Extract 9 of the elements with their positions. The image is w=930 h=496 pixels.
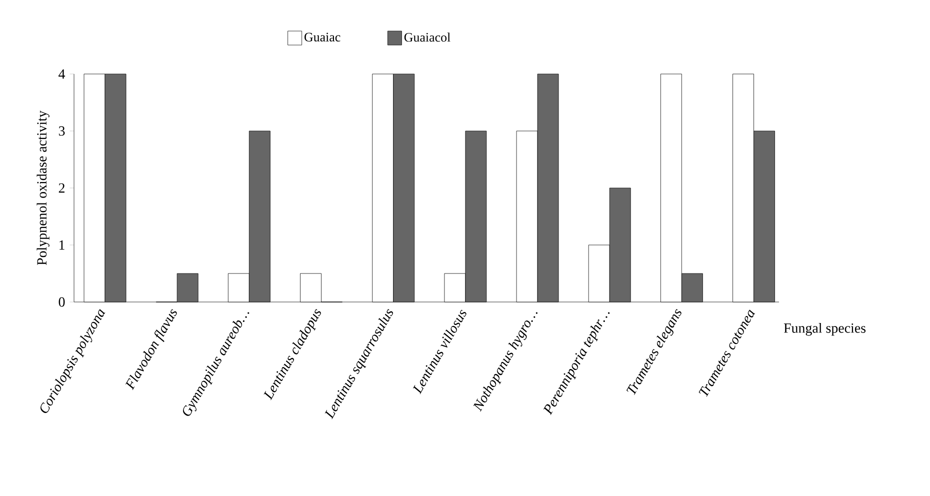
y-tick-label: 1 xyxy=(59,240,64,250)
legend-label: Guaiacol xyxy=(404,32,450,42)
y-axis-title: Polypnenol oxidase activity xyxy=(36,110,50,266)
y-tick-label: 0 xyxy=(58,297,65,307)
y-tick-label: 4 xyxy=(58,69,66,79)
legend-label: Guaiac xyxy=(304,32,340,42)
y-tick-label: 2 xyxy=(58,183,64,193)
y-tick-label: 3 xyxy=(58,126,65,136)
x-axis-title: Fungal species xyxy=(784,322,866,336)
